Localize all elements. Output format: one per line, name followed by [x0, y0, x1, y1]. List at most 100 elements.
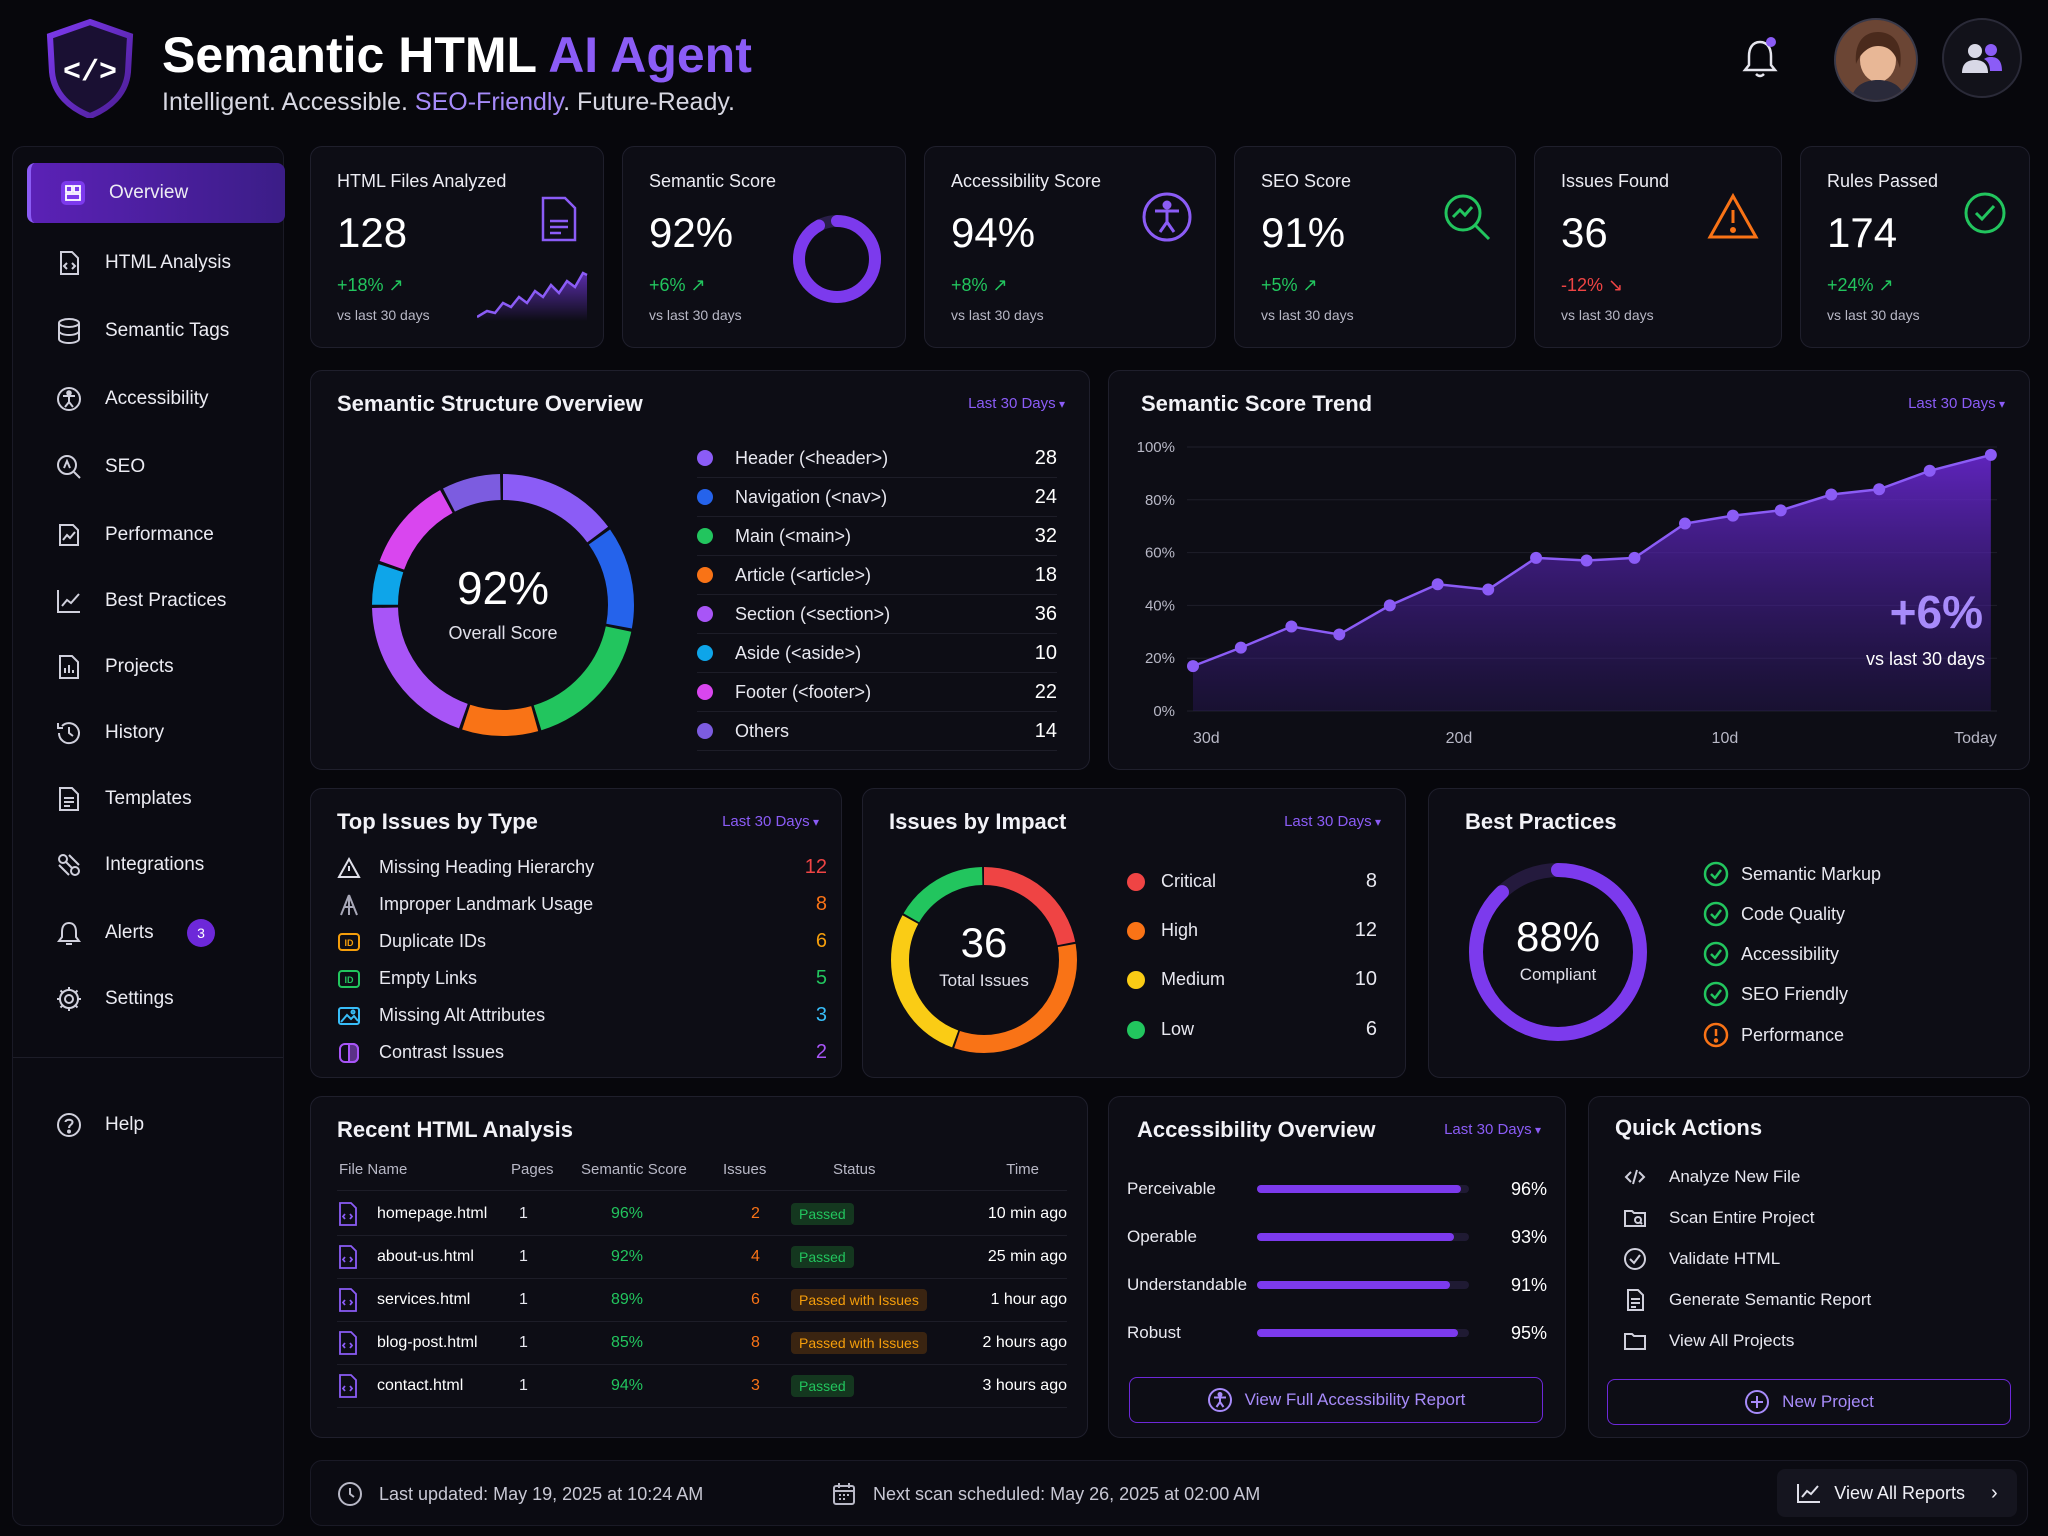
progress-bar: [1257, 1281, 1469, 1289]
time-ago: 3 hours ago: [982, 1377, 1067, 1394]
sidebar-item-alerts[interactable]: Alerts 3: [27, 903, 285, 963]
data-point: [1234, 641, 1247, 654]
table-row[interactable]: about-us.html 1 92% 4 Passed 25 min ago: [337, 1236, 1067, 1279]
notification-bell-icon[interactable]: [1740, 36, 1780, 80]
gear-icon: [57, 987, 81, 1011]
practice-label: Performance: [1741, 1024, 1845, 1045]
issue-label: Missing Alt Attributes: [379, 1005, 546, 1025]
data-point: [1383, 599, 1396, 612]
quick-action-analyze[interactable]: Analyze New File: [1623, 1165, 1800, 1189]
practice-item: Code Quality: [1703, 901, 1845, 927]
card-title: Semantic Score Trend: [1141, 391, 1373, 416]
issue-row[interactable]: Missing Heading Hierarchy 12: [337, 849, 827, 886]
range-dropdown[interactable]: Last 30 Days: [968, 395, 1065, 412]
quick-action-label: View All Projects: [1669, 1331, 1795, 1350]
database-icon: [58, 318, 80, 345]
sidebar-item-accessibility[interactable]: Accessibility: [27, 369, 285, 429]
issue-row[interactable]: Contrast Issues 2: [337, 1034, 827, 1071]
semantic-score: 94%: [611, 1377, 644, 1394]
sidebar-item-help[interactable]: Help: [27, 1095, 285, 1155]
table-row[interactable]: blog-post.html 1 85% 8 Passed with Issues 2 h…: [337, 1322, 1067, 1365]
legend-dot: [697, 723, 713, 739]
structure-legend-row: Main (<main>) 32: [697, 517, 1057, 556]
legend-value: 10: [1034, 641, 1057, 664]
sidebar: Overview HTML Analysis Semantic Tags Acc…: [12, 146, 285, 1526]
quick-action-label: Analyze New File: [1669, 1167, 1801, 1186]
issue-row[interactable]: Missing Alt Attributes 3: [337, 997, 827, 1034]
stat-change: +24% ↗: [1827, 275, 1894, 295]
column-header: Pages: [511, 1161, 554, 1178]
y-tick-label: 40%: [1145, 597, 1175, 614]
impact-label: Critical: [1161, 871, 1217, 891]
data-point: [1187, 660, 1199, 673]
stat-sub: vs last 30 days: [1827, 307, 1920, 323]
x-tick-label: 10d: [1712, 730, 1739, 747]
issue-row[interactable]: ID Empty Links 5: [337, 960, 827, 997]
semantic-score: 89%: [611, 1291, 644, 1308]
file-name: blog-post.html: [377, 1334, 478, 1351]
sidebar-item-projects[interactable]: Projects: [27, 637, 285, 697]
quick-action-validate[interactable]: Validate HTML: [1623, 1247, 1780, 1271]
sidebar-item-history[interactable]: History: [27, 703, 285, 763]
range-dropdown[interactable]: Last 30 Days: [1284, 813, 1381, 830]
table-row[interactable]: services.html 1 89% 6 Passed with Issues 1 ho…: [337, 1279, 1067, 1322]
sidebar-item-templates[interactable]: Templates: [27, 769, 285, 829]
structure-donut: [372, 474, 634, 736]
sidebar-item-semantic-tags[interactable]: Semantic Tags: [27, 301, 285, 361]
legend-value: 24: [1034, 485, 1057, 508]
warning-icon: [337, 856, 361, 878]
sidebar-item-overview[interactable]: Overview: [27, 163, 285, 223]
issue-row[interactable]: ID Duplicate IDs 6: [337, 923, 827, 960]
quick-action-projects[interactable]: View All Projects: [1623, 1329, 1794, 1353]
structure-legend-row: Others 14: [697, 712, 1057, 751]
y-tick-label: 100%: [1137, 439, 1175, 456]
sidebar-item-integrations[interactable]: Integrations: [27, 835, 285, 895]
svg-text:ID: ID: [345, 938, 355, 948]
range-dropdown[interactable]: Last 30 Days: [1908, 395, 2005, 412]
files-sparkline: [477, 271, 588, 321]
team-users-button[interactable]: [1942, 18, 2022, 98]
progress-bar: [1257, 1329, 1469, 1337]
quick-action-report[interactable]: Generate Semantic Report: [1623, 1288, 1871, 1312]
view-all-reports-button[interactable]: View All Reports ›: [1777, 1469, 2017, 1517]
donut-center-label: Total Issues: [939, 971, 1029, 990]
html-file-icon: [339, 1331, 357, 1355]
accessibility-overview-card: Accessibility Overview Last 30 Days Perc…: [1108, 1096, 1566, 1438]
data-point: [1873, 483, 1886, 496]
sidebar-item-seo[interactable]: SEO: [27, 437, 285, 497]
legend-label: Header (<header>): [735, 447, 889, 468]
history-icon: [57, 722, 80, 745]
issues-count: 8: [751, 1334, 760, 1351]
legend-dot: [697, 567, 713, 583]
html-file-icon: [339, 1374, 357, 1398]
view-accessibility-report-button[interactable]: View Full Accessibility Report: [1129, 1377, 1543, 1423]
link-icon: ID: [338, 969, 360, 988]
stat-change: +8% ↗: [951, 275, 1008, 295]
check-circle-icon: [1624, 1248, 1646, 1270]
data-point: [1628, 551, 1641, 564]
sidebar-item-label: Templates: [105, 788, 192, 809]
sidebar-item-label: History: [105, 722, 165, 743]
range-dropdown[interactable]: Last 30 Days: [1444, 1121, 1541, 1138]
quick-actions-card: Quick Actions Analyze New File Scan Enti…: [1588, 1096, 2030, 1438]
quick-action-scan[interactable]: Scan Entire Project: [1623, 1206, 1815, 1230]
column-header: Status: [833, 1161, 876, 1178]
svg-text:</>: </>: [63, 56, 117, 90]
semantic-score: 96%: [611, 1205, 644, 1222]
stat-label: Accessibility Score: [951, 171, 1102, 191]
table-row[interactable]: homepage.html 1 96% 2 Passed 10 min ago: [337, 1193, 1067, 1236]
stat-sub: vs last 30 days: [337, 307, 430, 323]
sidebar-item-html-analysis[interactable]: HTML Analysis: [27, 233, 285, 293]
user-avatar[interactable]: [1834, 18, 1918, 102]
structure-legend-row: Section (<section>) 36: [697, 595, 1057, 634]
new-project-button[interactable]: New Project: [1607, 1379, 2011, 1425]
range-dropdown[interactable]: Last 30 Days: [722, 813, 819, 830]
sidebar-item-best-practices[interactable]: Best Practices: [27, 571, 285, 631]
card-title: Quick Actions: [1615, 1115, 1763, 1140]
issue-row[interactable]: Improper Landmark Usage 8: [337, 886, 827, 923]
table-row[interactable]: contact.html 1 94% 3 Passed 3 hours ago: [337, 1365, 1067, 1408]
overview-icon: [61, 181, 85, 205]
sidebar-item-performance[interactable]: Performance: [27, 505, 285, 565]
trend-chart: 0% 20% 40% 60% 80% 100% 30d 20d 10d Today: [1137, 439, 1997, 747]
sidebar-item-settings[interactable]: Settings: [27, 969, 285, 1029]
